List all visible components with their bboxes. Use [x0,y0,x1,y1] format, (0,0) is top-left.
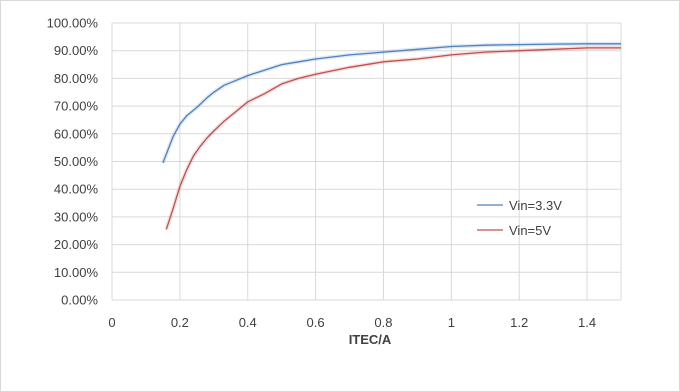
x-tick-label: 1.2 [510,315,528,330]
y-tick-label: 100.00% [47,16,99,31]
y-tick-label: 60.00% [54,126,99,141]
x-tick-label: 0.8 [374,315,392,330]
y-tick-label: 20.00% [54,237,99,252]
y-tick-label: 10.00% [54,265,99,280]
legend-label-vin-5v: Vin=5V [509,223,551,238]
x-tick-label: 1 [448,315,455,330]
y-tick-label: 80.00% [54,71,99,86]
y-axis-tick-labels: 0.00% 10.00% 20.00% 30.00% 40.00% 50.00% 60.00… [47,16,99,308]
legend: Vin=3.3V Vin=5V [477,198,562,238]
horizontal-gridlines [112,22,621,301]
series-line-0 [162,43,621,164]
y-tick-label: 40.00% [54,182,99,197]
legend-label-vin-3-3v: Vin=3.3V [509,198,562,213]
y-tick-label: 70.00% [54,99,99,114]
x-tick-label: 0.6 [307,315,325,330]
series-line-1 [165,47,621,230]
x-axis-tick-labels: 0 0.2 0.4 0.6 0.8 1 1.2 1.4 [108,315,596,330]
y-tick-label: 50.00% [54,154,99,169]
y-tick-label: 90.00% [54,43,99,58]
x-tick-label: 0 [108,315,115,330]
x-tick-label: 0.2 [171,315,189,330]
series-lines [161,41,621,231]
x-axis-title: ITEC/A [349,332,392,347]
x-tick-label: 0.4 [239,315,257,330]
y-tick-label: 0.00% [61,293,98,308]
y-tick-label: 30.00% [54,209,99,224]
x-tick-label: 1.4 [578,315,596,330]
